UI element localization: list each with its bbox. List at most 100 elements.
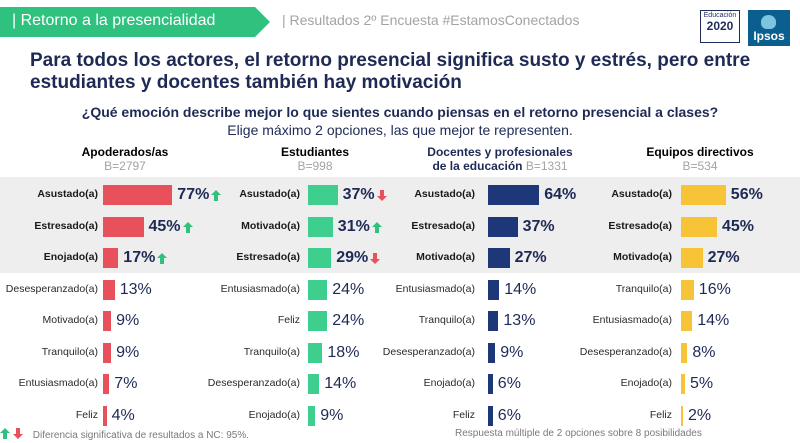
- significance-up-icon: [182, 221, 193, 233]
- group-name: Equipos directivos: [646, 145, 754, 159]
- headline: Para todos los actores, el retorno prese…: [30, 50, 751, 93]
- group-base: B=2797: [104, 159, 146, 173]
- value-label-desesperanzado-a: 13%: [119, 280, 152, 298]
- category-label-enojado-a: Enojado(a): [423, 377, 475, 389]
- bar-feliz: [488, 405, 493, 426]
- bar-tranquilo-a: [103, 342, 112, 363]
- bar-estresado-a: [488, 216, 518, 237]
- section-title: | Retorno a la presencialidad: [12, 12, 216, 29]
- value-label-enojado-a: 5%: [690, 375, 714, 392]
- category-label-asustado-a: Asustado(a): [37, 188, 98, 200]
- group-name: Estudiantes: [280, 145, 349, 159]
- bar-tranquilo-a: [681, 279, 694, 300]
- bar-tranquilo-a: [308, 342, 323, 363]
- value-label-tranquilo-a: 13%: [503, 312, 536, 329]
- significance-up-icon: [371, 221, 382, 233]
- category-label-motivado-a: Motivado(a): [416, 251, 475, 263]
- bar-estresado-a: [103, 216, 144, 237]
- category-label-motivado-a: Motivado(a): [613, 251, 672, 263]
- value-label-entusiasmado-a: 14%: [697, 312, 730, 329]
- value-label-entusiasmado-a: 14%: [504, 280, 537, 298]
- bar-enojado-a: [103, 248, 119, 268]
- value-label-enojado-a: 17%: [123, 249, 156, 266]
- category-label-tranquilo-a: Tranquilo(a): [615, 282, 672, 295]
- significance-legend: Diferencia significativa de resultados a…: [0, 428, 249, 441]
- significance-up-icon: [211, 190, 222, 201]
- value-label-estresado-a: 45%: [722, 217, 755, 235]
- value-label-asustado-a: 77%: [177, 186, 210, 203]
- survey-instruction: Elige máximo 2 opciones, las que mejor t…: [227, 122, 573, 138]
- bar-motivado-a: [681, 248, 703, 268]
- bar-desesperanzado-a: [681, 342, 688, 363]
- significance-down-icon: [376, 190, 387, 201]
- value-label-feliz: 4%: [111, 406, 135, 424]
- category-label-desesperanzado-a: Desesperanzado(a): [207, 377, 300, 389]
- bar-motivado-a: [308, 216, 333, 237]
- bar-enojado-a: [488, 374, 493, 394]
- group-name-line2: de la educación: [432, 159, 523, 173]
- category-label-enojado-a: Enojado(a): [248, 408, 300, 421]
- ipsos-logo: Ipsos: [748, 10, 790, 46]
- category-label-entusiasmado-a: Entusiasmado(a): [395, 282, 475, 295]
- value-label-motivado-a: 27%: [707, 249, 740, 266]
- category-label-feliz: Feliz: [649, 408, 672, 421]
- legend-text: Diferencia significativa de resultados a…: [32, 430, 249, 441]
- banner-shape: [0, 7, 270, 37]
- value-label-asustado-a: 64%: [544, 186, 577, 203]
- ipsos-logo-text: Ipsos: [753, 29, 785, 43]
- category-label-entusiasmado-a: Entusiasmado(a): [220, 282, 300, 295]
- bar-asustado-a: [681, 185, 726, 205]
- header-subtitle: | Resultados 2º Encuesta #EstamosConecta…: [282, 12, 580, 28]
- category-label-motivado-a: Motivado(a): [241, 219, 300, 232]
- bar-feliz: [308, 311, 328, 331]
- bar-motivado-a: [488, 248, 510, 268]
- bar-asustado-a: [103, 185, 173, 205]
- bar-asustado-a: [488, 185, 540, 205]
- group-base: B=1331: [525, 159, 568, 173]
- bar-entusiasmado-a: [488, 279, 500, 300]
- value-label-entusiasmado-a: 24%: [332, 280, 365, 298]
- bar-entusiasmado-a: [681, 311, 693, 331]
- category-label-motivado-a: Motivado(a): [42, 314, 98, 326]
- bar-estresado-a: [681, 216, 717, 237]
- bar-tranquilo-a: [488, 311, 499, 331]
- footnote: Respuesta múltiple de 2 opciones sobre 8…: [455, 428, 702, 439]
- value-label-estresado-a: 45%: [148, 217, 181, 235]
- group-title-estudiantes: Estudiantes B=998: [240, 145, 390, 173]
- value-label-feliz: 24%: [332, 312, 365, 329]
- value-label-tranquilo-a: 16%: [698, 280, 731, 298]
- value-label-enojado-a: 9%: [320, 406, 344, 424]
- bar-desesperanzado-a: [103, 279, 115, 300]
- category-label-asustado-a: Asustado(a): [414, 188, 475, 200]
- value-label-motivado-a: 27%: [514, 249, 547, 266]
- educacion-2020-logo: Educación 2020: [700, 10, 740, 43]
- group-title-docentes: Docentes y profesionales de la educación…: [400, 145, 600, 173]
- value-label-desesperanzado-a: 14%: [324, 375, 357, 392]
- bar-desesperanzado-a: [488, 342, 496, 363]
- category-label-desesperanzado-a: Desesperanzado(a): [5, 282, 98, 295]
- bar-enojado-a: [308, 405, 316, 426]
- bar-entusiasmado-a: [308, 279, 328, 300]
- logo-edu-text: Educación: [703, 12, 737, 19]
- group-name: Docentes y profesionales: [427, 145, 573, 159]
- value-label-asustado-a: 37%: [342, 186, 375, 203]
- bar-enojado-a: [681, 374, 685, 394]
- category-label-estresado-a: Estresado(a): [411, 219, 475, 232]
- value-label-tranquilo-a: 9%: [116, 343, 140, 361]
- bar-entusiasmado-a: [103, 374, 110, 394]
- category-label-feliz: Feliz: [452, 408, 475, 421]
- category-label-enojado-a: Enojado(a): [43, 251, 98, 263]
- bar-estresado-a: [308, 248, 332, 268]
- category-label-feliz: Feliz: [75, 408, 98, 421]
- category-label-enojado-a: Enojado(a): [620, 377, 672, 389]
- category-label-tranquilo-a: Tranquilo(a): [41, 345, 98, 358]
- bar-feliz: [681, 405, 683, 426]
- category-label-feliz: Feliz: [277, 314, 300, 326]
- survey-question: ¿Qué emoción describe mejor lo que sient…: [81, 104, 719, 120]
- value-label-enojado-a: 6%: [497, 375, 521, 392]
- category-label-tranquilo-a: Tranquilo(a): [418, 314, 475, 326]
- group-name: Apoderados/as: [81, 145, 169, 159]
- group-base: B=534: [682, 159, 718, 173]
- significance-up-icon: [157, 253, 168, 264]
- category-label-entusiasmado-a: Entusiasmado(a): [592, 314, 672, 326]
